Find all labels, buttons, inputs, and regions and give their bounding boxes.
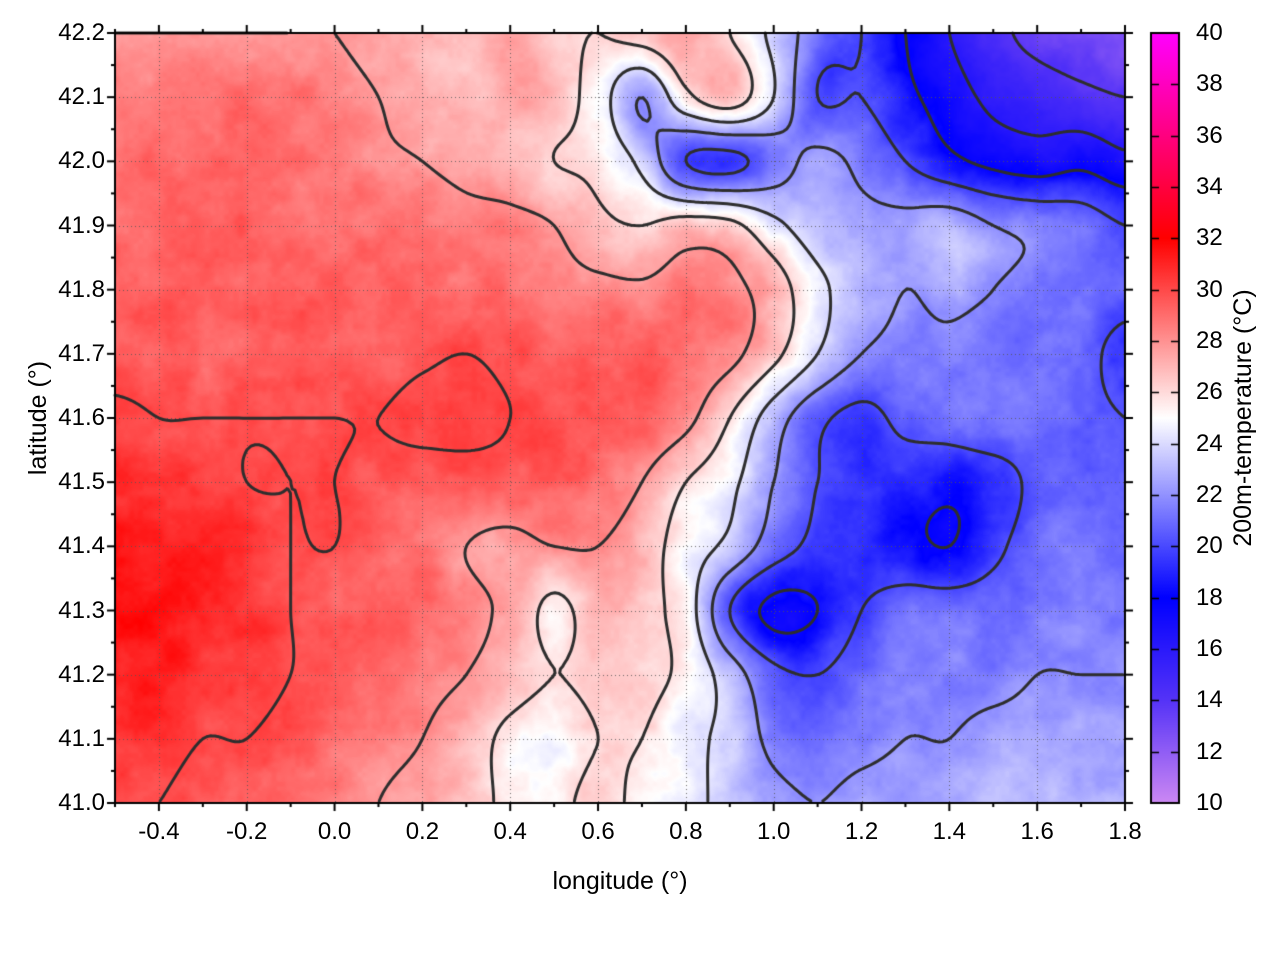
x-tick-label-1.8: 1.8: [1108, 818, 1142, 845]
x-axis-title: longitude (°): [552, 867, 688, 895]
y-tick-label-41.1: 41.1: [58, 724, 105, 752]
cb-tick-label-10: 10: [1196, 789, 1223, 816]
x-tick-label--0.4: -0.4: [138, 818, 180, 845]
cb-tick-label-28: 28: [1196, 327, 1223, 354]
x-tick-label-1.4: 1.4: [932, 818, 967, 845]
y-tick-label-42.0: 42.0: [58, 147, 105, 175]
y-axis-title: latitude (°): [24, 360, 52, 476]
x-tick-label-0.6: 0.6: [581, 818, 615, 845]
y-tick-label-41.7: 41.7: [58, 339, 105, 367]
y-tick-label-41.2: 41.2: [58, 660, 105, 688]
x-tick-label-0.4: 0.4: [493, 818, 527, 845]
y-tick-label-41.4: 41.4: [58, 532, 105, 560]
cb-tick-label-26: 26: [1196, 378, 1223, 406]
y-tick-label-41.3: 41.3: [58, 596, 105, 624]
x-tick-label-0.2: 0.2: [405, 818, 440, 845]
y-tick-label-41.9: 41.9: [58, 211, 105, 239]
cb-tick-label-14: 14: [1196, 686, 1223, 714]
cb-tick-label-20: 20: [1196, 532, 1223, 560]
cb-tick-label-36: 36: [1196, 121, 1223, 149]
x-tick-label--0.2: -0.2: [226, 818, 268, 845]
cb-tick-label-12: 12: [1196, 737, 1223, 765]
cb-tick-label-22: 22: [1196, 481, 1223, 508]
x-tick-label-0.8: 0.8: [669, 818, 703, 845]
cb-tick-label-32: 32: [1196, 224, 1223, 252]
cb-tick-label-16: 16: [1196, 635, 1223, 662]
cb-tick-label-18: 18: [1196, 583, 1223, 611]
cb-tick-label-38: 38: [1196, 70, 1223, 98]
cb-tick-label-24: 24: [1196, 429, 1223, 457]
colorbar-title: 200m-temperature (°C): [1229, 289, 1257, 547]
x-tick-label-1.6: 1.6: [1020, 818, 1054, 845]
cb-tick-label-40: 40: [1196, 19, 1223, 46]
y-tick-label-41.6: 41.6: [58, 404, 105, 431]
cb-tick-label-30: 30: [1196, 275, 1223, 303]
x-tick-label-1.2: 1.2: [844, 818, 879, 845]
x-tick-label-0.0: 0.0: [317, 818, 352, 845]
y-tick-label-42.1: 42.1: [58, 83, 105, 111]
y-tick-label-41.8: 41.8: [58, 275, 105, 303]
y-tick-label-41.5: 41.5: [58, 468, 105, 496]
cb-tick-label-34: 34: [1196, 173, 1223, 200]
y-tick-label-42.2: 42.2: [58, 19, 105, 46]
y-tick-label-41.0: 41.0: [58, 789, 105, 816]
x-tick-label-1.0: 1.0: [757, 818, 791, 845]
